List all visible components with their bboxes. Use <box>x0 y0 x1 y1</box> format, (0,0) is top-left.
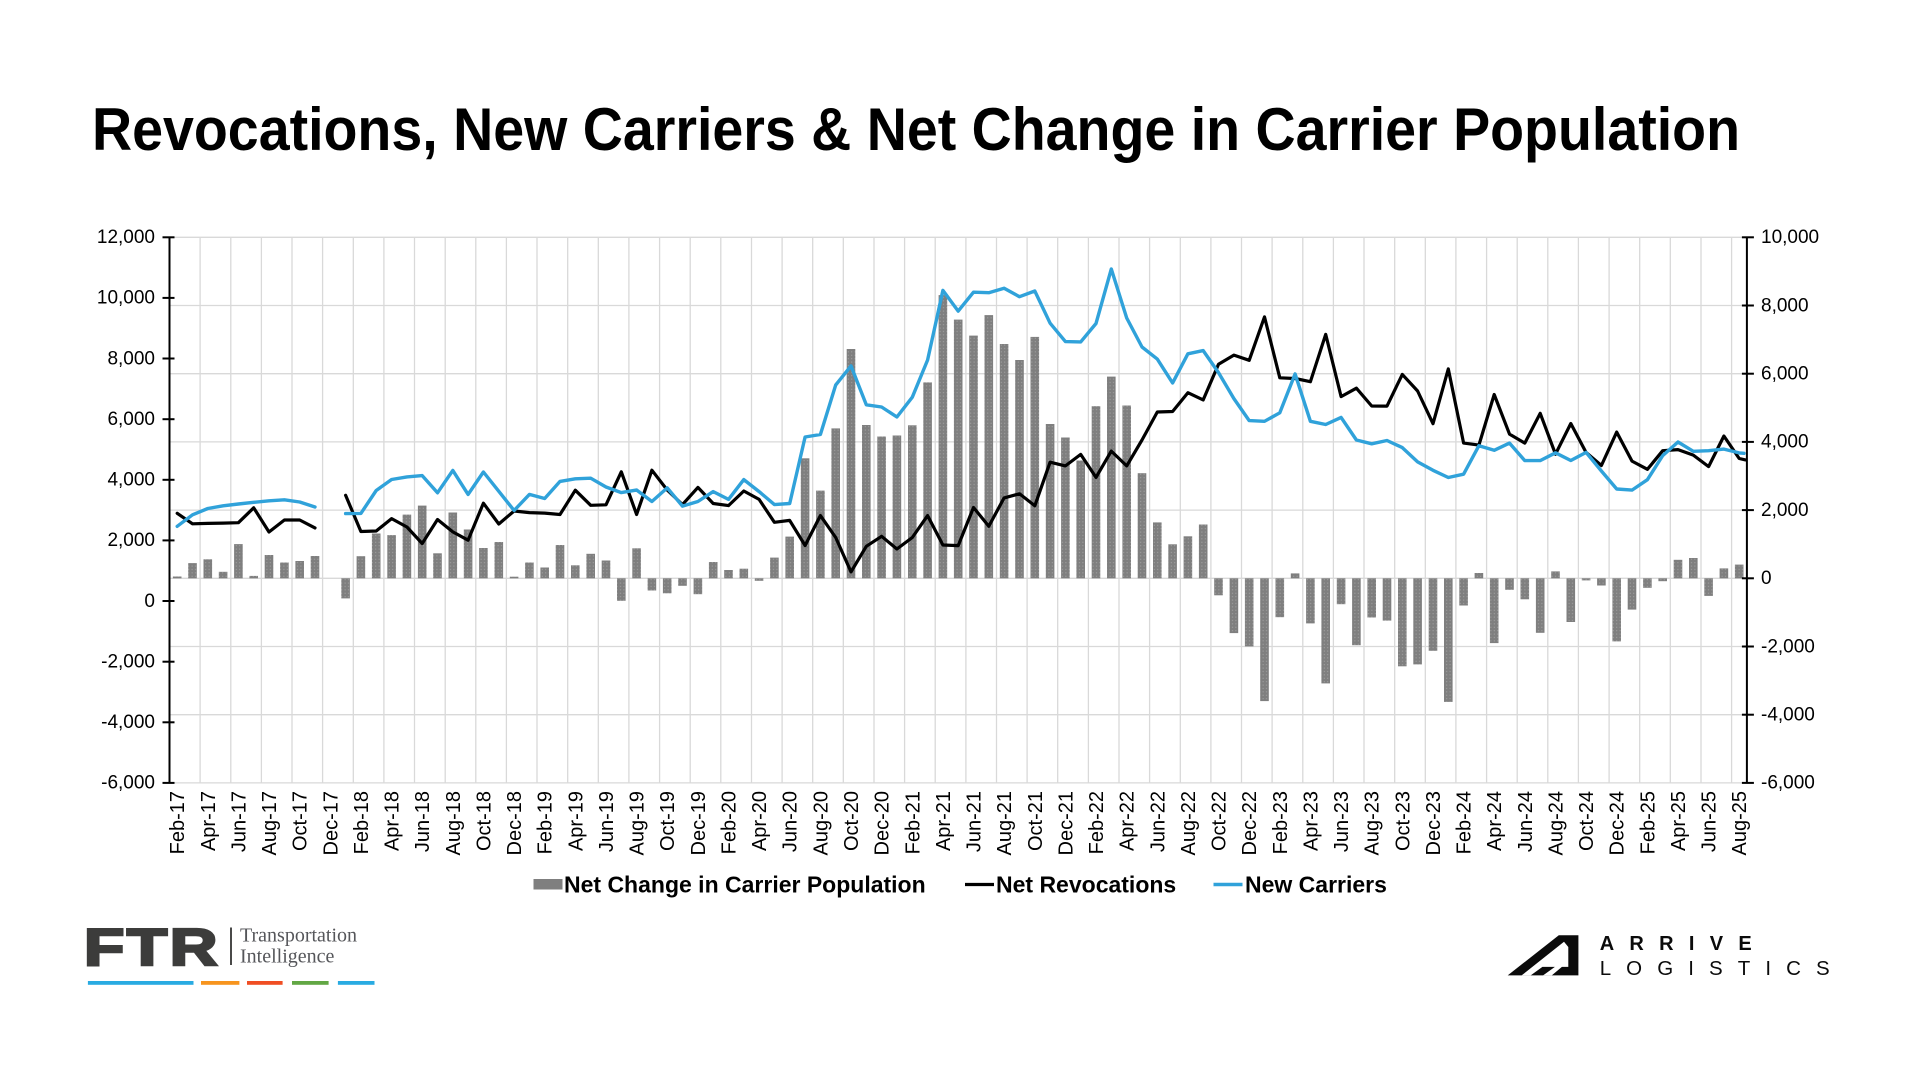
svg-text:Aug-20: Aug-20 <box>810 791 832 856</box>
svg-text:LOGISTICS: LOGISTICS <box>1600 957 1830 980</box>
svg-text:Apr-19: Apr-19 <box>565 791 587 851</box>
svg-text:Feb-23: Feb-23 <box>1270 791 1292 854</box>
svg-text:-6,000: -6,000 <box>101 773 155 794</box>
svg-text:Apr-18: Apr-18 <box>382 791 404 851</box>
svg-text:Jun-24: Jun-24 <box>1515 791 1537 852</box>
svg-text:Feb-24: Feb-24 <box>1454 791 1476 854</box>
svg-text:Aug-23: Aug-23 <box>1362 791 1384 856</box>
svg-text:Revocations, New Carriers & Ne: Revocations, New Carriers & Net Change i… <box>92 96 1740 163</box>
svg-text:Oct-20: Oct-20 <box>841 791 863 851</box>
svg-text:Oct-23: Oct-23 <box>1392 791 1414 851</box>
svg-text:2,000: 2,000 <box>107 530 155 551</box>
svg-text:Apr-17: Apr-17 <box>198 791 220 851</box>
svg-text:-2,000: -2,000 <box>1761 636 1815 657</box>
svg-text:Apr-22: Apr-22 <box>1117 791 1139 851</box>
svg-text:Oct-21: Oct-21 <box>1025 791 1047 851</box>
svg-text:Jun-18: Jun-18 <box>412 791 434 852</box>
svg-text:Transportation: Transportation <box>240 925 357 947</box>
svg-text:Jun-20: Jun-20 <box>780 791 802 852</box>
svg-text:New Carriers: New Carriers <box>1245 872 1387 898</box>
svg-text:-2,000: -2,000 <box>101 652 155 673</box>
svg-text:FTR: FTR <box>84 919 220 977</box>
svg-text:Jun-19: Jun-19 <box>596 791 618 852</box>
svg-text:Aug-22: Aug-22 <box>1178 791 1200 856</box>
svg-text:Dec-17: Dec-17 <box>320 791 342 855</box>
svg-text:Aug-19: Aug-19 <box>627 791 649 856</box>
svg-text:Dec-19: Dec-19 <box>688 791 710 855</box>
svg-text:Oct-22: Oct-22 <box>1209 791 1231 851</box>
svg-text:10,000: 10,000 <box>97 288 155 309</box>
svg-text:Aug-25: Aug-25 <box>1729 791 1751 856</box>
svg-text:10,000: 10,000 <box>1761 227 1819 248</box>
svg-text:Dec-21: Dec-21 <box>1055 791 1077 855</box>
svg-text:-4,000: -4,000 <box>101 712 155 733</box>
svg-text:Dec-20: Dec-20 <box>872 791 894 855</box>
svg-text:Feb-22: Feb-22 <box>1086 791 1108 854</box>
svg-text:Jun-21: Jun-21 <box>964 791 986 852</box>
svg-text:Aug-18: Aug-18 <box>443 791 465 856</box>
svg-text:8,000: 8,000 <box>1761 295 1809 316</box>
svg-text:0: 0 <box>1761 568 1772 589</box>
svg-text:4,000: 4,000 <box>1761 432 1809 453</box>
svg-text:Apr-20: Apr-20 <box>749 791 771 851</box>
svg-text:6,000: 6,000 <box>107 409 155 430</box>
svg-text:Feb-20: Feb-20 <box>719 791 741 854</box>
svg-text:Dec-18: Dec-18 <box>504 791 526 855</box>
svg-text:Jun-22: Jun-22 <box>1147 791 1169 852</box>
svg-text:Feb-17: Feb-17 <box>167 791 189 854</box>
svg-text:2,000: 2,000 <box>1761 500 1809 521</box>
svg-text:-4,000: -4,000 <box>1761 705 1815 726</box>
svg-text:Net Change in Carrier Populati: Net Change in Carrier Population <box>564 872 926 898</box>
svg-text:0: 0 <box>144 591 155 612</box>
svg-text:Feb-19: Feb-19 <box>535 791 557 854</box>
svg-text:Oct-19: Oct-19 <box>657 791 679 851</box>
svg-text:Intelligence: Intelligence <box>240 946 335 968</box>
svg-text:Oct-18: Oct-18 <box>473 791 495 851</box>
svg-text:Oct-17: Oct-17 <box>290 791 312 851</box>
svg-text:Jun-17: Jun-17 <box>228 791 250 852</box>
svg-text:Aug-24: Aug-24 <box>1546 791 1568 856</box>
svg-text:Aug-17: Aug-17 <box>259 791 281 856</box>
svg-text:Jun-23: Jun-23 <box>1331 791 1353 852</box>
svg-text:Aug-21: Aug-21 <box>994 791 1016 856</box>
svg-text:Apr-24: Apr-24 <box>1484 791 1506 851</box>
svg-text:Dec-23: Dec-23 <box>1423 791 1445 855</box>
svg-text:-6,000: -6,000 <box>1761 773 1815 794</box>
svg-text:Apr-23: Apr-23 <box>1300 791 1322 851</box>
svg-text:Feb-25: Feb-25 <box>1637 791 1659 854</box>
svg-text:Dec-22: Dec-22 <box>1239 791 1261 855</box>
svg-text:Net Revocations: Net Revocations <box>996 872 1176 898</box>
svg-text:Dec-24: Dec-24 <box>1607 791 1629 855</box>
svg-text:8,000: 8,000 <box>107 348 155 369</box>
svg-text:12,000: 12,000 <box>97 227 155 248</box>
svg-text:Apr-21: Apr-21 <box>933 791 955 851</box>
svg-text:Feb-18: Feb-18 <box>351 791 373 854</box>
svg-text:4,000: 4,000 <box>107 470 155 491</box>
svg-text:6,000: 6,000 <box>1761 364 1809 385</box>
svg-text:Jun-25: Jun-25 <box>1699 791 1721 852</box>
svg-text:Apr-25: Apr-25 <box>1668 791 1690 851</box>
svg-text:Feb-21: Feb-21 <box>902 791 924 854</box>
svg-text:Oct-24: Oct-24 <box>1576 791 1598 851</box>
